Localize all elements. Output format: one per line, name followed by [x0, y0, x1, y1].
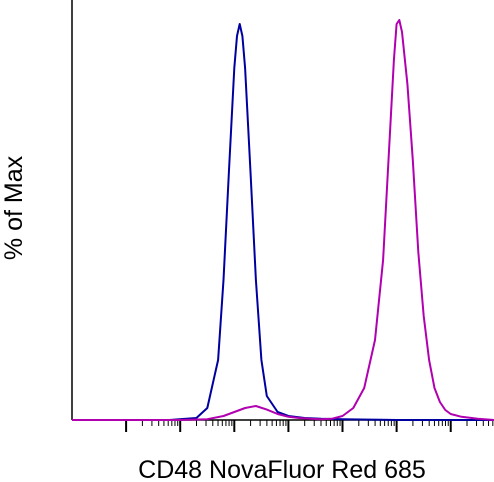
series-line-1 [72, 23, 494, 421]
histogram-series [72, 19, 494, 421]
plot-frame [71, 0, 494, 421]
y-axis-label: % of Max [0, 155, 28, 260]
x-axis-label: CD48 NovaFluor Red 685 [138, 456, 426, 482]
x-axis-ticks [125, 420, 494, 432]
series-line-2 [72, 19, 494, 421]
